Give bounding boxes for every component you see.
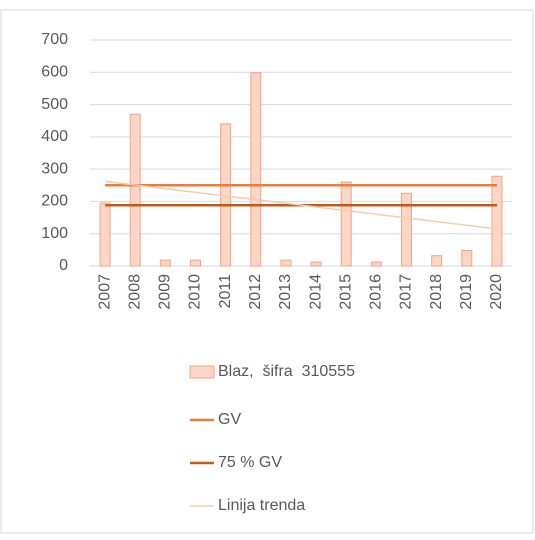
x-tick-label: 2019 [458,274,475,310]
chart-frame [0,9,534,534]
x-tick-label: 2020 [488,274,505,310]
bar [310,261,322,267]
y-tick-label: 600 [41,64,68,81]
bar [370,261,382,267]
x-tick-label: 2016 [368,274,385,310]
bar [340,181,352,267]
x-tick-label: 2014 [307,274,324,310]
legend-label: Blaz, šifra 310555 [218,363,355,380]
y-tick-label: 500 [41,96,68,113]
bar [129,113,141,267]
x-tick-label: 2017 [398,274,415,310]
bar [431,255,443,267]
y-tick-label: 0 [59,257,68,274]
y-tick-label: 200 [41,193,68,210]
bar [190,259,201,267]
bar [461,250,473,267]
bar [250,72,262,267]
x-tick-label: 2015 [337,274,354,310]
x-tick-label: 2018 [428,274,445,310]
legend-label: GV [218,411,241,428]
x-tick-label: 2011 [217,274,234,309]
bar [99,202,111,267]
line [104,180,498,230]
y-tick-label: 700 [41,31,68,48]
x-tick-label: 2013 [277,274,294,310]
x-tick-label: 2010 [187,274,204,310]
x-tick-label: 2007 [96,274,113,310]
y-tick-label: 100 [41,225,68,242]
y-tick-label: 300 [41,160,68,177]
legend-swatch [189,365,215,379]
bar [491,175,503,267]
y-tick-label: 400 [41,128,68,145]
bar [401,192,412,267]
x-tick-label: 2012 [247,274,264,310]
legend-label: Linija trenda [218,497,305,514]
bar [159,259,171,267]
x-tick-label: 2008 [126,274,143,310]
legend-label: 75 % GV [218,454,282,471]
bar [280,259,292,267]
x-tick-label: 2009 [157,274,174,310]
